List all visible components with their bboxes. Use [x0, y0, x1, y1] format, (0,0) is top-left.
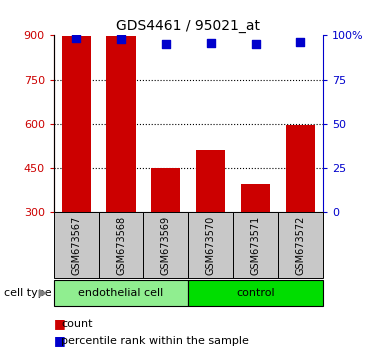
Point: [208, 41, 214, 46]
Bar: [188, 280, 323, 306]
Point: [73, 35, 79, 41]
Text: cell type: cell type: [4, 288, 51, 298]
Point: [298, 40, 303, 45]
Bar: [62, 36, 91, 212]
Bar: [99, 212, 144, 278]
Bar: [233, 212, 278, 278]
Text: GSM673572: GSM673572: [295, 216, 305, 275]
Text: ■: ■: [54, 334, 66, 347]
Bar: [144, 212, 188, 278]
Text: control: control: [236, 288, 275, 298]
Bar: [241, 184, 270, 212]
Text: GSM673567: GSM673567: [71, 216, 81, 275]
Title: GDS4461 / 95021_at: GDS4461 / 95021_at: [116, 19, 260, 33]
Text: percentile rank within the sample: percentile rank within the sample: [61, 336, 249, 346]
Text: ▶: ▶: [39, 288, 47, 298]
Bar: [278, 212, 323, 278]
Bar: [196, 150, 225, 212]
Bar: [106, 36, 136, 212]
Text: GSM673568: GSM673568: [116, 216, 126, 275]
Text: count: count: [61, 319, 93, 329]
Text: GSM673571: GSM673571: [250, 216, 260, 275]
Bar: [54, 212, 99, 278]
Text: GSM673570: GSM673570: [206, 216, 216, 275]
Bar: [54, 280, 188, 306]
Bar: [188, 212, 233, 278]
Bar: [151, 168, 180, 212]
Point: [163, 41, 169, 47]
Text: endothelial cell: endothelial cell: [78, 288, 164, 298]
Bar: [286, 125, 315, 212]
Point: [118, 36, 124, 42]
Text: ■: ■: [54, 318, 66, 330]
Point: [253, 41, 259, 47]
Text: GSM673569: GSM673569: [161, 216, 171, 275]
